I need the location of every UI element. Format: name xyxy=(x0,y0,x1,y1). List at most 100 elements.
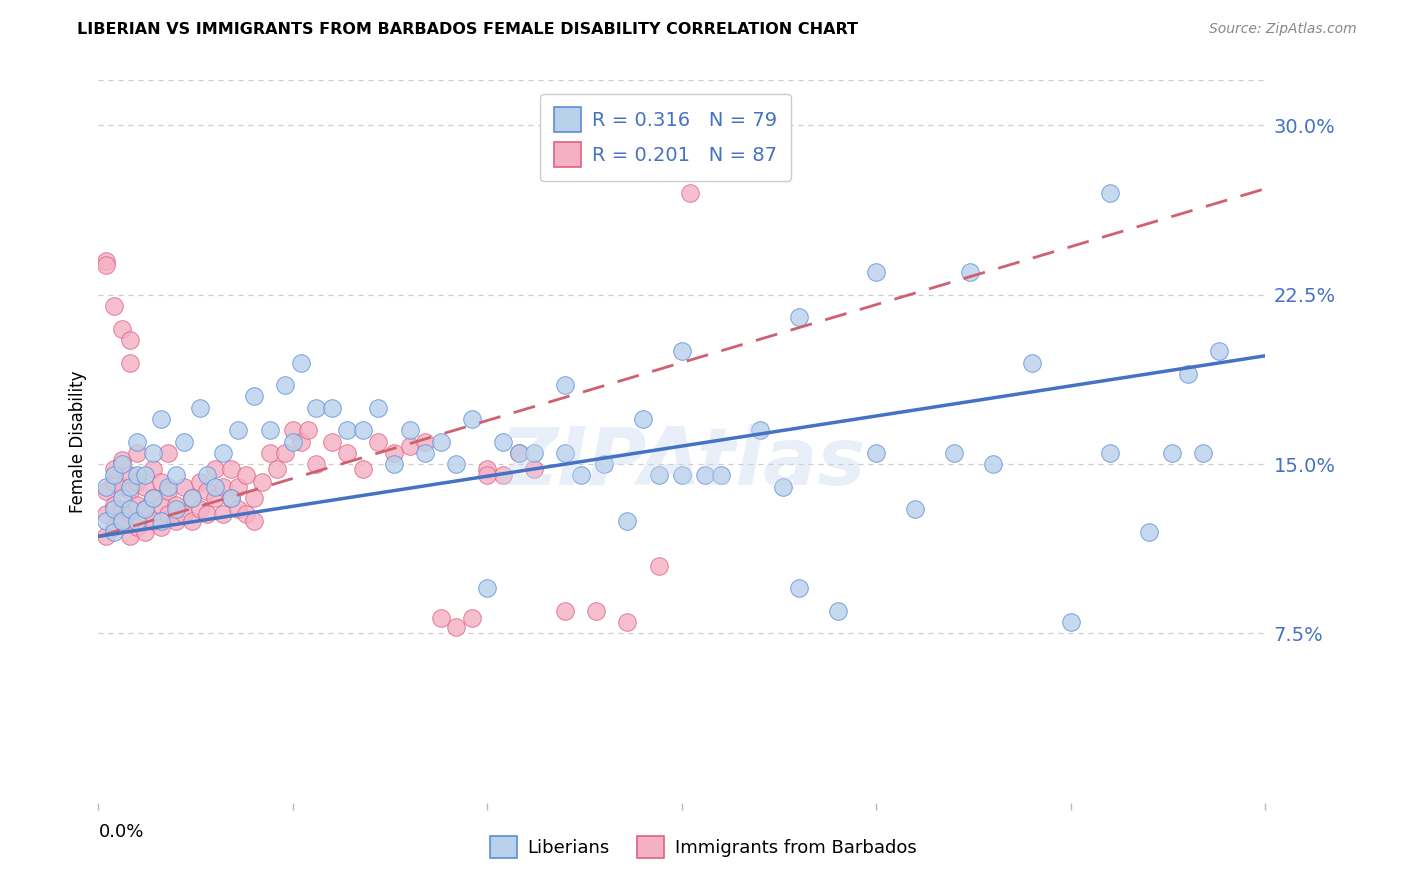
Point xyxy=(111,514,134,528)
Point xyxy=(647,558,669,573)
Point xyxy=(212,446,235,460)
Point xyxy=(352,461,374,475)
Point xyxy=(173,434,195,449)
Point xyxy=(195,468,218,483)
Point xyxy=(204,461,226,475)
Point xyxy=(103,498,125,512)
Point xyxy=(336,423,359,437)
Point xyxy=(631,412,654,426)
Point xyxy=(149,520,172,534)
Point xyxy=(111,491,134,505)
Point xyxy=(134,502,156,516)
Point xyxy=(142,446,165,460)
Text: 0.0%: 0.0% xyxy=(98,823,143,841)
Point xyxy=(461,610,484,624)
Point xyxy=(96,259,118,273)
Point xyxy=(142,461,165,475)
Point xyxy=(281,434,304,449)
Point xyxy=(157,484,180,499)
Point xyxy=(321,401,343,415)
Point xyxy=(149,475,172,490)
Point xyxy=(250,475,273,490)
Point xyxy=(492,434,515,449)
Point xyxy=(593,457,616,471)
Point xyxy=(103,468,125,483)
Point xyxy=(127,475,149,490)
Point xyxy=(413,434,436,449)
Point xyxy=(228,480,250,494)
Point xyxy=(149,498,172,512)
Point xyxy=(981,457,1004,471)
Point xyxy=(297,423,319,437)
Point xyxy=(382,446,405,460)
Point xyxy=(446,620,468,634)
Point xyxy=(281,423,304,437)
Point xyxy=(290,434,312,449)
Point xyxy=(827,604,849,618)
Point xyxy=(367,401,389,415)
Point xyxy=(259,423,281,437)
Point xyxy=(266,461,288,475)
Point xyxy=(96,253,118,268)
Point xyxy=(173,480,195,494)
Point xyxy=(1161,446,1184,460)
Point xyxy=(149,412,172,426)
Point xyxy=(127,514,149,528)
Point xyxy=(772,480,794,494)
Point xyxy=(1098,186,1121,201)
Point xyxy=(134,480,156,494)
Point xyxy=(695,468,717,483)
Point xyxy=(671,468,693,483)
Point xyxy=(165,514,187,528)
Point xyxy=(429,434,451,449)
Point xyxy=(157,480,180,494)
Point xyxy=(127,520,149,534)
Point xyxy=(127,498,149,512)
Point xyxy=(127,468,149,483)
Point xyxy=(492,468,515,483)
Point xyxy=(554,604,576,618)
Point xyxy=(118,502,141,516)
Point xyxy=(118,468,141,483)
Point xyxy=(569,468,592,483)
Point xyxy=(219,491,242,505)
Point xyxy=(142,491,165,505)
Point xyxy=(180,491,202,505)
Point xyxy=(904,502,927,516)
Point xyxy=(96,529,118,543)
Point xyxy=(554,378,576,392)
Point xyxy=(523,446,546,460)
Point xyxy=(157,507,180,521)
Point xyxy=(461,412,484,426)
Point xyxy=(142,491,165,505)
Point xyxy=(235,468,257,483)
Point xyxy=(1137,524,1160,539)
Point xyxy=(165,468,187,483)
Point xyxy=(195,507,218,521)
Point xyxy=(103,475,125,490)
Point xyxy=(305,401,328,415)
Point xyxy=(336,446,359,460)
Point xyxy=(103,520,125,534)
Point xyxy=(321,434,343,449)
Point xyxy=(180,491,202,505)
Point xyxy=(243,514,266,528)
Legend: R = 0.316   N = 79, R = 0.201   N = 87: R = 0.316 N = 79, R = 0.201 N = 87 xyxy=(540,94,792,180)
Point xyxy=(243,491,266,505)
Point xyxy=(111,321,134,335)
Point xyxy=(748,423,770,437)
Point xyxy=(429,610,451,624)
Point xyxy=(523,461,546,475)
Point xyxy=(149,514,172,528)
Point xyxy=(134,502,156,516)
Point xyxy=(616,514,638,528)
Point xyxy=(219,491,242,505)
Point xyxy=(188,502,211,516)
Point xyxy=(118,529,141,543)
Point xyxy=(1208,344,1230,359)
Point xyxy=(96,484,118,499)
Point xyxy=(554,446,576,460)
Point xyxy=(382,457,405,471)
Point xyxy=(134,524,156,539)
Point xyxy=(111,502,134,516)
